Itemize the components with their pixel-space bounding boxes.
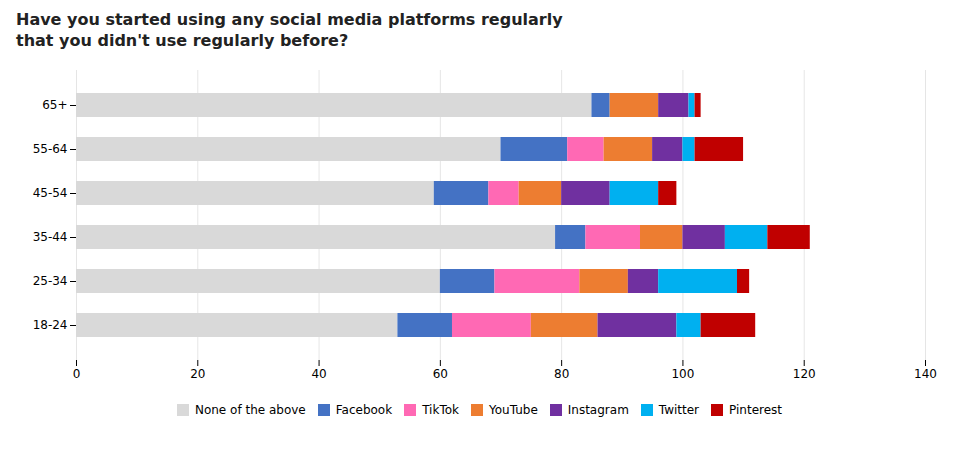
html-text:Have you started using any soc: Have you started using any social media … (16, 10, 563, 50)
svg-text:140: 140 (914, 367, 937, 381)
svg-text:45-54: 45-54 (33, 186, 68, 200)
svg-text:18-24: 18-24 (33, 318, 68, 332)
svg-text:35-44: 35-44 (33, 230, 68, 244)
svg-text:25-34: 25-34 (33, 274, 68, 288)
svg-text:20: 20 (190, 367, 205, 381)
svg-text:55-64: 55-64 (33, 142, 68, 156)
svg-text:65+: 65+ (42, 98, 67, 112)
svg-text:80: 80 (554, 367, 569, 381)
html-text:Instagram: Instagram (567, 403, 629, 418)
html-text:None of the above: None of the above (194, 403, 306, 418)
html-text:TikTok: TikTok (422, 403, 459, 418)
svg-text:40: 40 (311, 367, 326, 381)
html-text:YouTube: YouTube (489, 403, 538, 418)
svg-text:0: 0 (73, 367, 81, 381)
html-text:Twitter: Twitter (658, 403, 699, 418)
html-text:Pinterest: Pinterest (729, 403, 783, 418)
html-text:Facebook: Facebook (335, 403, 393, 418)
svg-text:60: 60 (433, 367, 448, 381)
svg-text:120: 120 (793, 367, 816, 381)
svg-text:100: 100 (671, 367, 694, 381)
